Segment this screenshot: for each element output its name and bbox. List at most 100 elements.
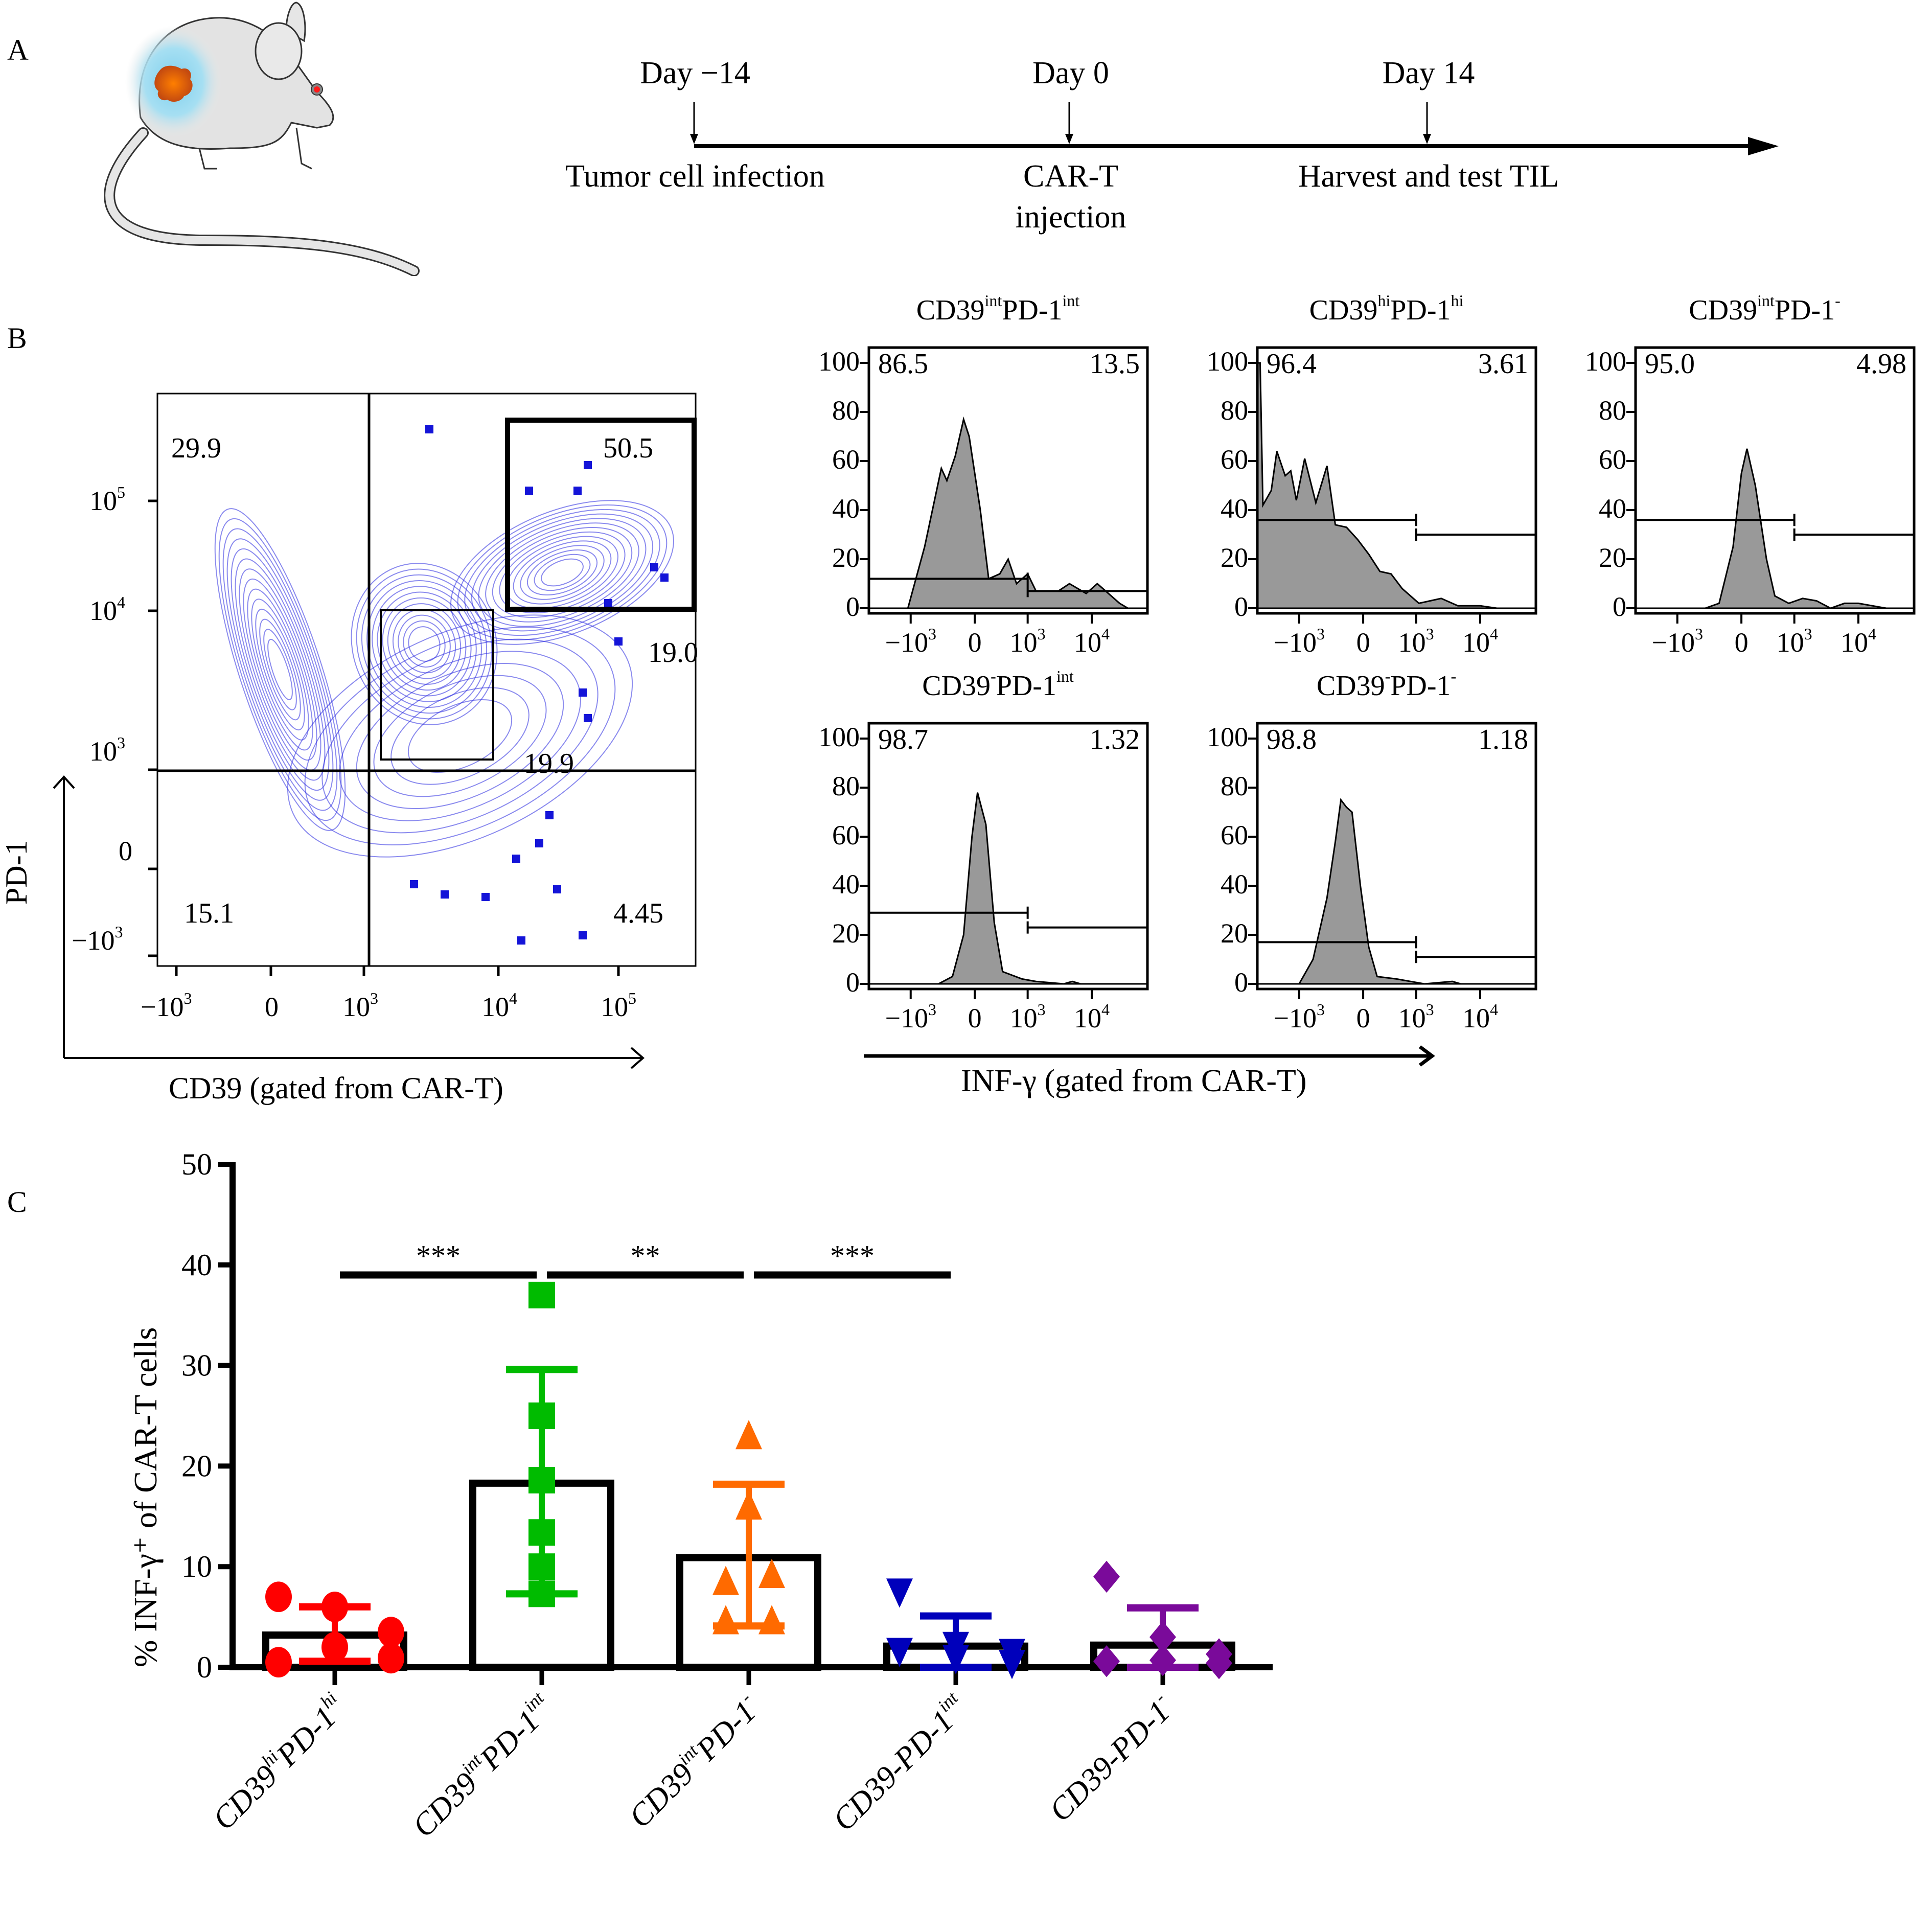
hist-y-tick-label: 0 [1613,591,1626,622]
timeline-day-3: Day 14 [1382,56,1475,90]
histogram-frame [867,722,1149,991]
hist-x-tick-label: 0 [1356,1003,1370,1033]
timeline-event-2-label-line2: injection [1015,200,1126,235]
hist-y-tick-label: 40 [832,869,860,900]
contour-y-tick: 0 [119,836,132,866]
gate-negative[interactable] [1636,514,1796,526]
hist-x-tick-label: 0 [968,1003,982,1033]
data-point [528,1580,555,1607]
outlier-event [481,893,490,901]
gate-positive[interactable] [1415,528,1537,541]
gate-negative[interactable] [869,906,1029,919]
timeline-event-2-label-line1: CAR-T [1023,159,1118,194]
histogram-frame [1256,346,1537,615]
data-point [528,1281,555,1308]
timeline-axis [690,102,1779,155]
hist-y-tick-label: 40 [1221,869,1248,900]
outlier-event [579,688,587,697]
gate-cd39hi-pd1hi[interactable] [505,418,697,612]
contour-line [243,578,317,761]
contour-line [471,513,654,632]
gate-negative[interactable] [1257,514,1417,526]
significance-label: *** [830,1239,875,1272]
hist-x-tick-label: −103 [1273,1000,1325,1033]
histogram-area [1636,448,1914,609]
hist-y-tick-label: 0 [1234,591,1248,622]
hist-y-tick-label: 60 [832,444,860,475]
contour-y-tick: 104 [89,593,125,626]
gate-positive[interactable] [1026,585,1148,597]
gate-negative[interactable] [869,572,1029,585]
panel-letter-c: C [7,1185,27,1218]
outlier-event [517,936,525,945]
data-point [886,1638,913,1667]
outlier-event [614,637,623,646]
contour-x-tick: 104 [481,989,517,1022]
hist-x-tick-label: 103 [1398,1000,1434,1033]
contour-line [450,500,674,645]
hist-y-tick-label: 20 [832,918,860,949]
gate-negative-pct: 95.0 [1645,348,1695,380]
hist-x-tick-label: −103 [1651,625,1703,658]
timeline-marker-2 [1065,102,1073,144]
contour-line [235,558,326,781]
outlier-event [525,487,533,495]
hist-y-tick-label: 80 [1599,395,1626,426]
hist-y-tick-label: 0 [846,591,860,622]
panel-letter-a: A [7,33,29,66]
hist-y-tick-label: 40 [1599,493,1626,524]
data-point [942,1645,969,1674]
hist-x-axis-arrow [864,1045,1435,1067]
gate-negative[interactable] [1257,936,1417,949]
gate-hi-value: 50.5 [603,432,653,464]
data-point [378,1617,404,1648]
data-point [528,1553,555,1580]
histogram-area [869,416,1147,609]
gate-positive[interactable] [1415,951,1537,963]
contour-line [255,608,305,731]
histogram-title: CD39-PD-1int [922,667,1074,702]
hist-y-tick-label: 60 [1221,820,1248,850]
significance-label: ** [631,1239,660,1272]
gate-int-upper-value: 19.0 [648,637,698,669]
gate-positive[interactable] [1026,921,1148,934]
hist-x-tick-label: 103 [1009,625,1046,658]
data-point [735,1420,762,1450]
data-point [1206,1647,1232,1680]
outlier-event [441,890,449,899]
significance-label: *** [416,1239,461,1272]
hist-y-tick-label: 80 [832,395,860,426]
outlier-event [553,885,561,893]
hist-y-tick-label: 60 [1221,444,1248,475]
histogram-area [1257,798,1536,985]
y-tick-label: 10 [181,1550,212,1583]
contour-line [499,531,626,614]
outlier-event [573,487,582,495]
data-point [712,1605,739,1635]
hist-y-tick-label: 80 [832,771,860,801]
contour-plot-frame [156,393,697,967]
gate-cd39int-pd1int[interactable] [380,609,494,761]
histogram-title: CD39intPD-1- [1689,291,1841,326]
hist-y-tick-label: 100 [1207,722,1248,752]
outlier-event [410,880,418,888]
hist-y-tick-label: 100 [818,722,860,752]
chart-y-axis-label: % INF-γ⁺ of CAR-T cells [127,1327,164,1667]
gate-positive[interactable] [1793,528,1915,541]
y-tick-label: 30 [181,1349,212,1383]
contour-line [231,548,330,791]
data-point [758,1558,785,1588]
timeline-day-1: Day −14 [640,56,750,90]
gate-positive-pct: 13.5 [1090,348,1140,380]
contour-plot [53,393,697,1069]
contour-line [373,675,547,797]
contour-line [226,538,334,801]
hist-y-tick-label: 0 [846,967,860,998]
contour-x-axis-label: CD39 (gated from CAR-T) [169,1071,503,1105]
y-tick-label: 50 [181,1147,212,1181]
timeline-marker-3 [1423,102,1431,144]
hist-y-tick-label: 40 [1221,493,1248,524]
contour-line [259,618,301,721]
gate-positive-pct: 4.98 [1856,348,1906,380]
contour-line [247,588,313,751]
